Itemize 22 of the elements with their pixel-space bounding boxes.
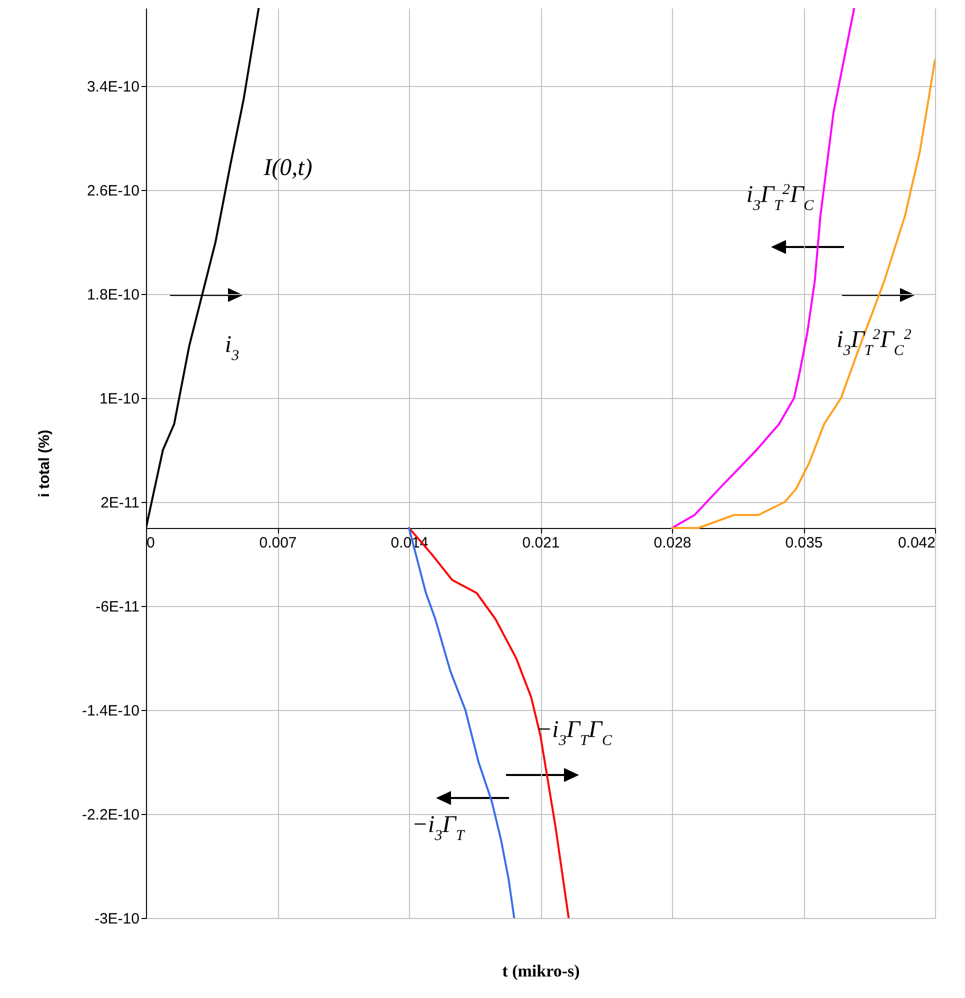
line-series	[671, 59, 935, 529]
annotation: i$_{3}$	[224, 332, 240, 364]
x-tick-label: 0.007	[259, 534, 297, 552]
x-tick-label: 0	[146, 534, 155, 552]
y-tick-label: -1.4E-10	[82, 702, 140, 720]
annotation: i$_{3}$Γ$_{T}$$^{2}$Γ$_{C}$	[746, 182, 815, 214]
annotation: −i$_{3}$Γ$_{T}$	[412, 812, 466, 844]
x-tick-label: 0.021	[522, 534, 560, 552]
x-axis-title: t (mikro-s)	[502, 962, 580, 980]
y-axis-title: i total (%)	[36, 430, 53, 498]
y-tick-label: 2E-11	[100, 494, 140, 512]
y-tick-label: -2.2E-10	[82, 806, 140, 824]
x-tick-label: 0.035	[785, 534, 823, 552]
y-tick-label: -6E-11	[96, 598, 140, 616]
y-tick-label: -3E-10	[94, 910, 140, 928]
x-tick-label: 0.028	[654, 534, 692, 552]
y-tick-label: 1.8E-10	[86, 286, 140, 304]
annotation: I(0,t)	[262, 155, 312, 181]
y-tick-label: 1E-10	[99, 390, 140, 408]
y-tick-label: 2.6E-10	[86, 182, 140, 200]
x-tick-label: 0.042	[898, 534, 936, 552]
y-tick-label: 3.4E-10	[86, 78, 140, 96]
